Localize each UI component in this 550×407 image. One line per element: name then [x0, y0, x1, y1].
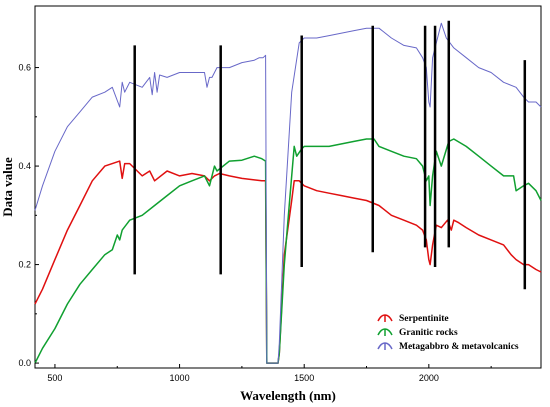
- legend-swatch-1: [377, 328, 393, 336]
- y-tick-label-0: 0.0: [18, 358, 31, 368]
- x-tick-label-3: 2000: [419, 373, 439, 383]
- legend-box: [372, 308, 540, 354]
- legend: Serpentinite Granitic rocks Metagabbro & m…: [372, 308, 540, 354]
- x-tick-label-2: 1500: [294, 373, 314, 383]
- legend-label-0: Serpentinite: [399, 314, 449, 324]
- legend-swatch-2: [377, 342, 393, 350]
- y-tick-label-3: 0.6: [18, 63, 31, 73]
- y-tick-label-1: 0.2: [18, 260, 31, 270]
- vertical-markers: [133, 20, 527, 290]
- legend-item-2: Metagabbro & metavolcanics: [377, 342, 519, 352]
- plot-frame: [34, 5, 542, 369]
- y-axis-title: Data value: [0, 157, 15, 217]
- legend-item-0: Serpentinite: [377, 314, 449, 324]
- x-tick-label-1: 1000: [170, 373, 190, 383]
- series-line-0: [34, 160, 542, 364]
- legend-swatch-0: [377, 314, 393, 322]
- legend-item-1: Granitic rocks: [377, 328, 458, 338]
- y-tick-label-2: 0.4: [18, 161, 31, 171]
- legend-label-1: Granitic rocks: [399, 328, 458, 338]
- x-axis-title: Wavelength (nm): [240, 388, 336, 403]
- legend-label-2: Metagabbro & metavolcanics: [399, 342, 519, 352]
- axis-ticks: 500 1000 1500 2000 0.0 0.2 0.4 0.6: [18, 63, 492, 383]
- x-tick-label-0: 500: [47, 373, 62, 383]
